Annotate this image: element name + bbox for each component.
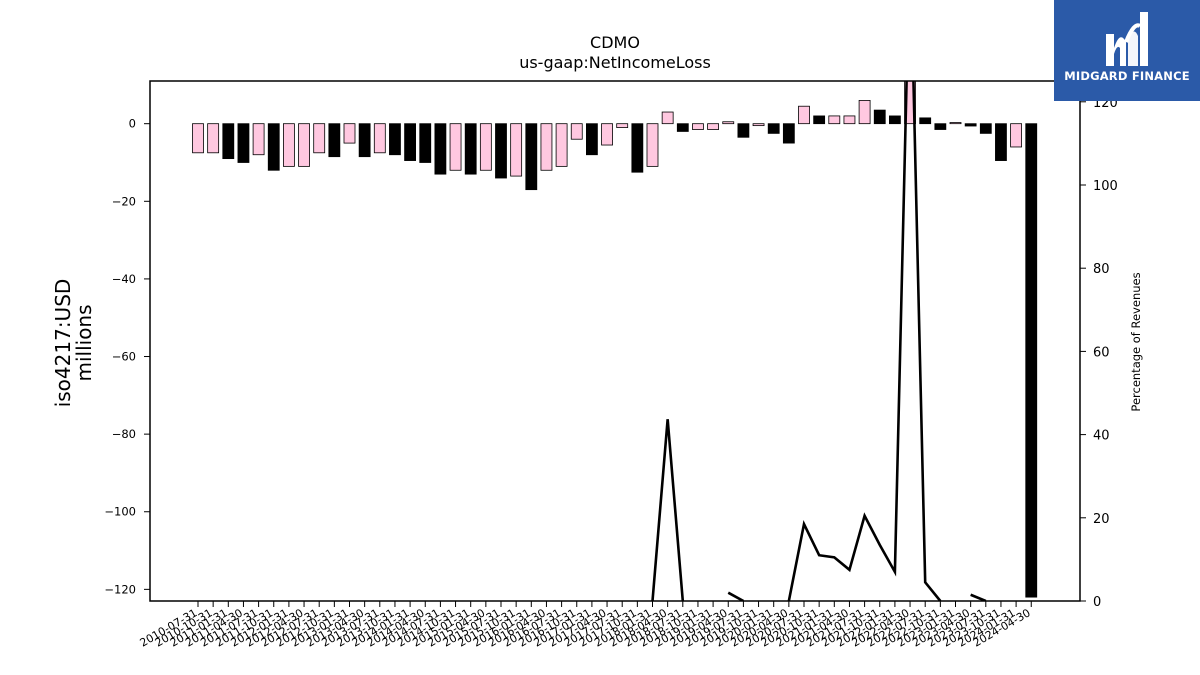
bar-2022-01-31 [889,115,901,125]
bar-2022-04-30 [904,81,916,125]
bar-group [192,81,1038,598]
bar-2014-01-31 [404,123,417,161]
bar-2016-10-31 [570,123,583,140]
logo-text: MIDGARD FINANCE [1064,69,1190,83]
y2-tick-label: 80 [1093,262,1110,277]
bar-2019-10-31 [752,123,765,127]
bar-2016-07-31 [555,123,568,167]
y-axis-label-line2: millions [72,304,96,381]
bar-2020-01-31 [767,123,780,134]
bar-2014-07-31 [434,123,447,175]
bar-2021-04-30 [843,115,856,125]
midgard-logo-icon [1106,12,1148,66]
bar-2013-04-30 [358,123,371,158]
bar-2021-07-31 [858,100,871,125]
bar-2021-01-31 [828,115,841,125]
y-axis-label-line1: iso4217:USD [51,279,75,408]
revenue-percentage-line [651,81,987,601]
bar-2013-10-31 [389,123,401,156]
chart-subtitle: us-gaap:NetIncomeLoss [519,53,711,72]
bar-2012-01-31 [282,123,295,167]
chart-title: CDMO [590,33,640,52]
bar-2012-04-30 [298,123,310,167]
bar-2013-07-31 [373,123,386,154]
y-tick-label: 0 [129,117,136,131]
bar-2019-01-31 [707,123,719,130]
bar-2010-07-31 [192,123,204,154]
bar-2023-10-31 [995,123,1007,161]
bar-2020-07-31 [798,105,810,125]
y-tick-label: −100 [104,505,136,519]
bar-2018-01-31 [646,123,659,167]
y2-tick-label: 100 [1093,179,1118,194]
bar-2017-01-31 [586,123,598,156]
y2-axis-label: Percentage of Revenues [1129,272,1143,411]
bar-2013-01-31 [343,123,356,144]
bar-2014-04-30 [419,123,432,163]
bar-2011-10-31 [267,123,280,171]
bar-2018-10-31 [692,123,704,130]
bar-2017-07-31 [616,123,629,128]
midgard-finance-logo: MIDGARD FINANCE [1054,0,1200,101]
bar-2011-01-31 [222,123,235,160]
bar-2023-01-31 [949,122,962,125]
y2-tick-label: 0 [1093,595,1101,610]
left-axis: 0 −20 −40 −60 −80 −100 −120 [104,117,150,596]
y-tick-label: −40 [112,272,136,286]
bar-2018-04-30 [661,111,674,125]
bar-2019-07-31 [737,123,750,138]
y-tick-label: −120 [104,582,136,596]
x-axis: 2010-07-312010-10-312011-01-312011-04-30… [138,601,1033,650]
bar-2012-07-31 [313,123,326,154]
bar-2011-04-30 [237,123,250,163]
y-tick-label: −60 [112,350,136,364]
bar-2017-04-30 [601,123,613,146]
bar-2016-01-31 [525,123,538,191]
bar-2010-10-31 [207,123,220,154]
bar-2015-04-30 [479,123,492,171]
bar-2020-04-30 [782,123,795,144]
bar-2012-10-31 [328,123,341,158]
bar-2017-10-31 [631,123,644,173]
bar-2022-07-31 [919,117,932,125]
y-tick-label: −80 [112,427,136,441]
y2-tick-label: 60 [1093,345,1110,360]
plot-frame [149,80,1081,602]
bar-2018-07-31 [676,123,689,132]
bar-2022-10-31 [934,123,947,130]
bar-2024-01-31 [1010,123,1022,148]
revenue-percentage-path [651,81,987,601]
bar-2024-04-30 [1025,123,1038,598]
bar-2023-04-30 [964,123,977,127]
bar-2011-07-31 [252,123,265,156]
bar-2020-10-31 [813,115,826,125]
bar-2015-10-31 [510,123,523,177]
bar-2014-10-31 [449,123,462,171]
y2-tick-label: 40 [1093,429,1110,444]
bar-2023-07-31 [979,123,992,134]
bar-2015-07-31 [495,123,507,179]
bar-2019-04-30 [722,121,735,125]
bar-2016-04-30 [540,123,553,171]
y-tick-label: −20 [112,194,136,208]
y2-tick-label: 20 [1093,512,1110,527]
bar-2015-01-31 [464,123,477,175]
bar-2021-10-31 [873,109,886,125]
